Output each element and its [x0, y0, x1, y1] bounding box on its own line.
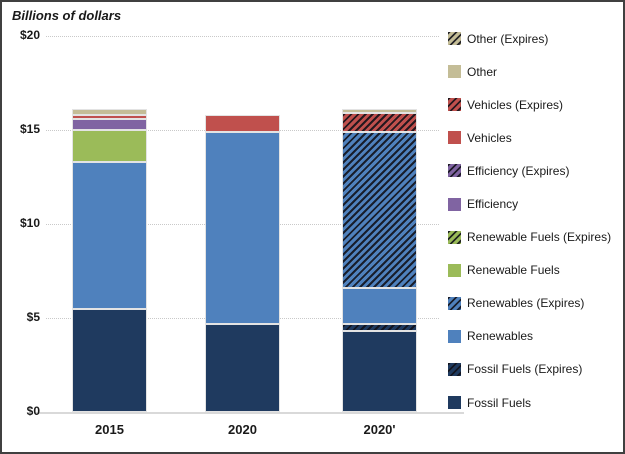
bar-2015-segment-renewables — [72, 161, 147, 309]
legend-item-renewables: Renewables — [448, 320, 611, 353]
y-axis-tick-10: $10 — [19, 216, 40, 230]
legend-swatch-efficiency-expires — [448, 164, 461, 178]
x-axis-label-2020: 2020 — [228, 422, 257, 437]
legend-swatch-other-expires — [448, 32, 461, 46]
legend-swatch-fossil-fuels — [448, 396, 461, 410]
legend-swatch-renewables — [448, 329, 461, 343]
gridline-20 — [46, 36, 439, 37]
y-axis-tick-20: $20 — [19, 28, 40, 42]
legend-item-efficiency-expires: Efficiency (Expires) — [448, 154, 611, 187]
legend-label: Renewables — [467, 329, 534, 344]
bar-2020-segment-fossil-fuels — [205, 323, 280, 412]
legend-swatch-other — [448, 65, 461, 79]
bar-2015-segment-vehicles — [72, 114, 147, 119]
legend-swatch-renewable-fuels — [448, 263, 461, 277]
legend-item-renewables-expires: Renewables (Expires) — [448, 287, 611, 320]
legend-label: Other (Expires) — [467, 31, 549, 46]
legend-swatch-renewables-expires — [448, 296, 461, 310]
legend-item-fossil-fuels: Fossil Fuels — [448, 386, 611, 419]
legend-label: Efficiency (Expires) — [467, 163, 570, 178]
legend-label: Fossil Fuels (Expires) — [467, 362, 583, 377]
legend-item-fossil-fuels-expires: Fossil Fuels (Expires) — [448, 353, 611, 386]
bar-2015-segment-other — [72, 109, 147, 115]
bar-2020-segment-other — [342, 109, 417, 114]
bar-2015-segment-renewable-fuels — [72, 130, 147, 162]
bar-2020-segment-renewables-expires — [342, 131, 417, 288]
legend-item-efficiency: Efficiency — [448, 187, 611, 220]
legend-swatch-efficiency — [448, 197, 461, 211]
legend-swatch-vehicles-expires — [448, 98, 461, 112]
legend-label: Fossil Fuels — [467, 395, 532, 410]
legend-swatch-renewable-fuels-expires — [448, 230, 461, 244]
bar-2020-segment-fossil-fuels — [342, 331, 417, 412]
legend-label: Renewables (Expires) — [467, 296, 585, 311]
legend-label: Efficiency — [467, 197, 519, 212]
bar-2015-segment-efficiency — [72, 118, 147, 130]
x-axis-label-2020: 2020' — [363, 422, 396, 437]
chart-title: Billions of dollars — [12, 8, 122, 23]
legend-label: Vehicles (Expires) — [467, 97, 564, 112]
x-axis-line — [34, 412, 464, 414]
bar-2020-segment-fossil-fuels-expires — [342, 323, 417, 332]
legend-swatch-fossil-fuels-expires — [448, 362, 461, 376]
legend-item-renewable-fuels-expires: Renewable Fuels (Expires) — [448, 221, 611, 254]
legend-item-renewable-fuels: Renewable Fuels — [448, 254, 611, 287]
x-axis-label-2015: 2015 — [95, 422, 124, 437]
legend-label: Other — [467, 64, 498, 79]
legend-item-vehicles-expires: Vehicles (Expires) — [448, 88, 611, 121]
bar-2015-segment-fossil-fuels — [72, 308, 147, 412]
legend-label: Renewable Fuels (Expires) — [467, 230, 612, 245]
y-axis-tick-5: $5 — [26, 310, 40, 324]
legend-swatch-vehicles — [448, 131, 461, 145]
legend-item-other-expires: Other (Expires) — [448, 22, 611, 55]
bar-2020-segment-renewables — [205, 131, 280, 324]
bar-2020-segment-renewables — [342, 287, 417, 324]
legend: Other (Expires) Other Vehicles (Expires) Ve… — [448, 22, 611, 419]
legend-label: Vehicles — [467, 130, 512, 145]
y-axis-tick-15: $15 — [19, 122, 40, 136]
legend-item-vehicles: Vehicles — [448, 121, 611, 154]
legend-label: Renewable Fuels — [467, 263, 560, 278]
bar-2020-segment-vehicles-expires — [342, 113, 417, 132]
bar-2020-segment-vehicles — [205, 114, 280, 132]
y-axis-tick-0: $0 — [26, 404, 40, 418]
legend-item-other: Other — [448, 55, 611, 88]
